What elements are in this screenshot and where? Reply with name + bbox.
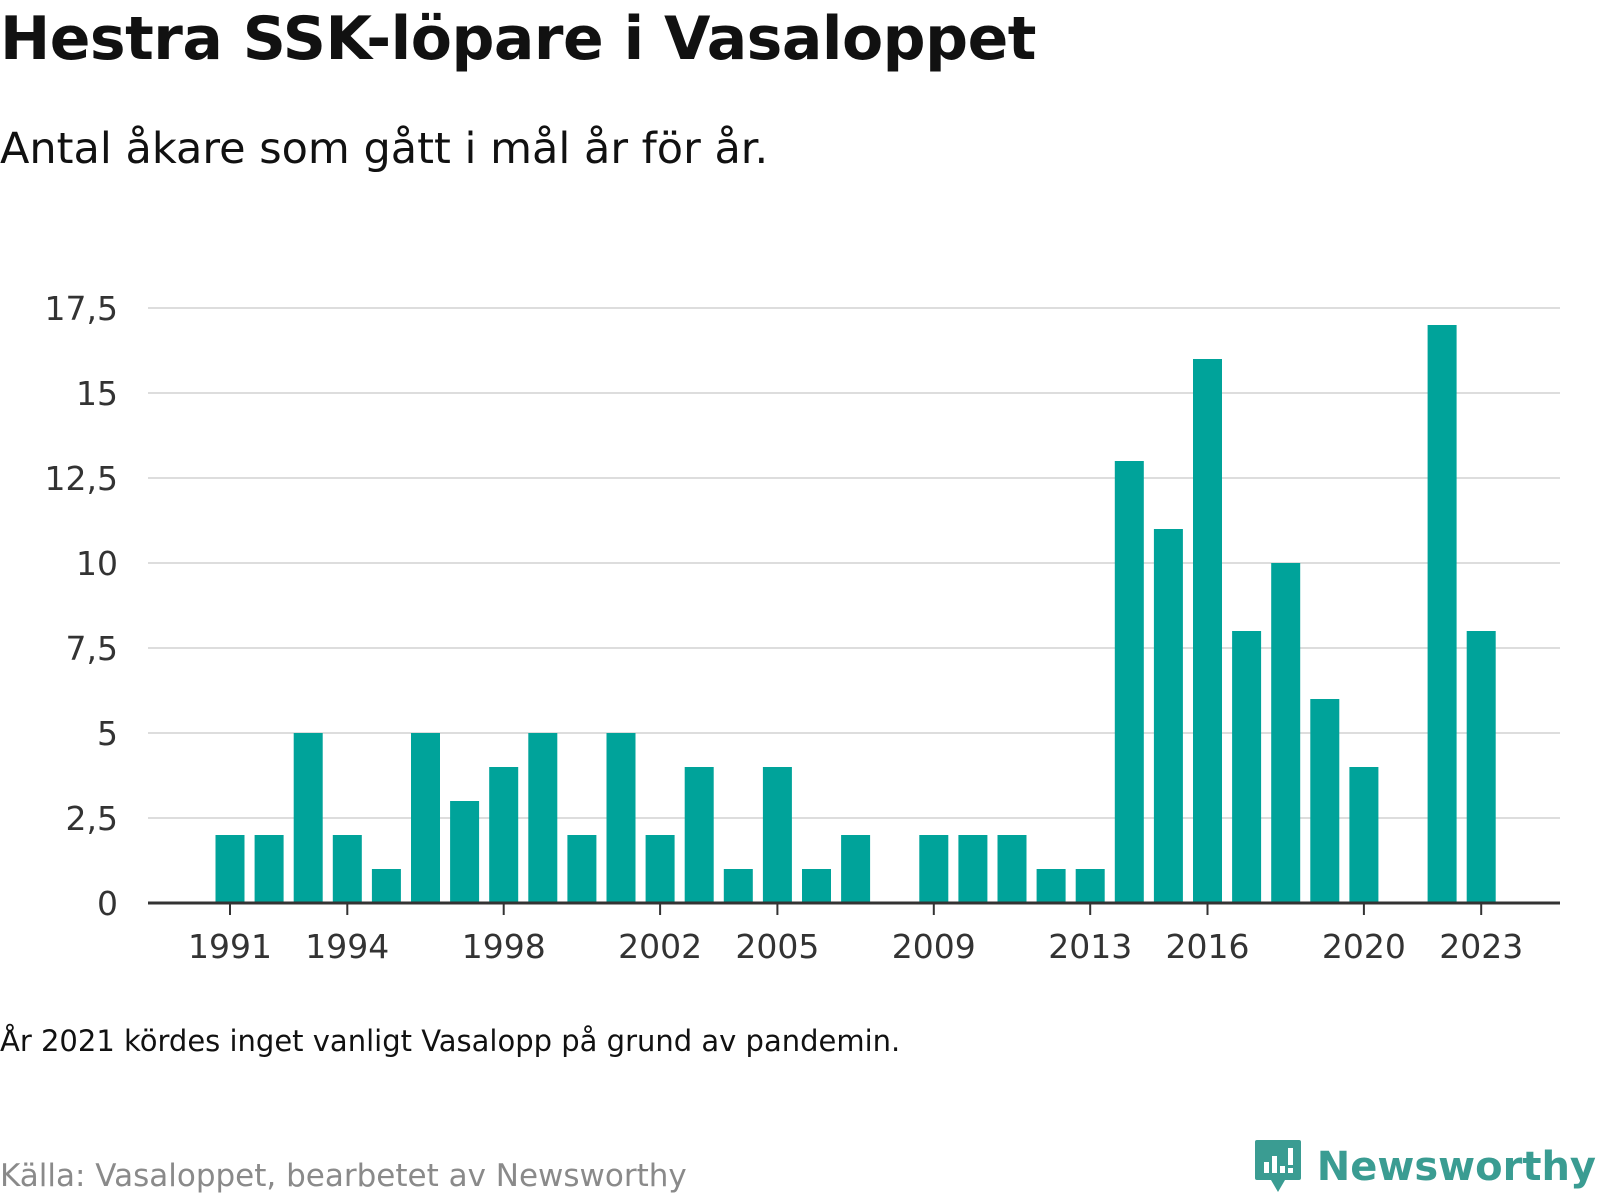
y-tick-label: 10 [76,544,118,583]
bar-2015 [1153,529,1183,903]
x-tick-label: 2002 [618,927,702,966]
bar-2018 [1271,563,1301,903]
bar-2004 [723,869,753,903]
y-tick-label: 5 [97,714,118,753]
bar-2012 [1036,869,1066,903]
bar-2009 [919,835,949,903]
y-tick-label: 2,5 [66,799,118,838]
y-tick-label: 15 [76,374,118,413]
bar-1996 [411,733,440,903]
y-axis-tick-labels: 0 2,5 5 7,5 10 12,5 15 17,5 [45,289,118,923]
bar-2023 [1466,631,1496,903]
y-tick-label: 17,5 [45,289,118,328]
brand-name: Newsworthy [1316,1144,1596,1190]
bar-1998 [489,767,519,903]
bar-2006 [802,869,831,903]
x-tick-label: 1994 [305,927,389,966]
y-tick-label: 7,5 [66,629,118,668]
bar-2013 [1075,869,1105,903]
source-credit: Källa: Vasaloppet, bearbetet av Newswort… [0,1158,687,1194]
bar-2022 [1427,325,1457,903]
bar-2003 [684,767,714,903]
gridlines [148,307,1560,819]
bar-2001 [606,733,636,903]
bar-2010 [958,835,988,903]
bar-2005 [762,767,792,903]
bar-2007 [841,835,871,903]
x-tick-label: 2016 [1166,927,1250,966]
brand-logo: Newsworthy [1253,1138,1596,1196]
x-tick-label: 2020 [1322,927,1406,966]
bar-1993 [293,733,323,903]
bar-2000 [567,835,597,903]
bar-2017 [1232,631,1262,903]
x-tick-label: 2005 [735,927,819,966]
bar-1999 [528,733,558,903]
x-tick-label: 1998 [462,927,546,966]
chart-subtitle: Antal åkare som gått i mål år för år. [0,124,769,174]
y-tick-label: 12,5 [45,459,118,498]
bar-2014 [1114,461,1144,903]
footnote: År 2021 kördes inget vanligt Vasalopp på… [0,1024,901,1058]
y-tick-label: 0 [97,884,118,923]
bar-2016 [1193,359,1222,903]
x-axis-tick-labels: 1991 1994 1998 2002 2005 2009 2013 2016 2020 2023 [188,927,1523,966]
bar-1994 [332,835,362,903]
bar-2020 [1349,767,1379,903]
bars [215,325,1496,903]
newsworthy-logo-icon [1254,1140,1301,1192]
x-tick-label: 2013 [1048,927,1132,966]
bar-chart: 0 2,5 5 7,5 10 12,5 15 17,5 1991 1994 1998 2002 200… [45,289,1560,966]
bar-2002 [645,835,675,903]
chart-title: Hestra SSK-löpare i Vasaloppet [0,4,1036,74]
bar-2011 [997,835,1027,903]
bar-1997 [450,801,480,903]
x-tick-label: 2023 [1439,927,1523,966]
x-tick-label: 1991 [188,927,272,966]
x-axis [148,901,1560,915]
bar-1992 [254,835,284,903]
x-tick-label: 2009 [892,927,976,966]
bar-2019 [1310,699,1340,903]
bar-1995 [371,869,401,903]
bar-1991 [215,835,245,903]
